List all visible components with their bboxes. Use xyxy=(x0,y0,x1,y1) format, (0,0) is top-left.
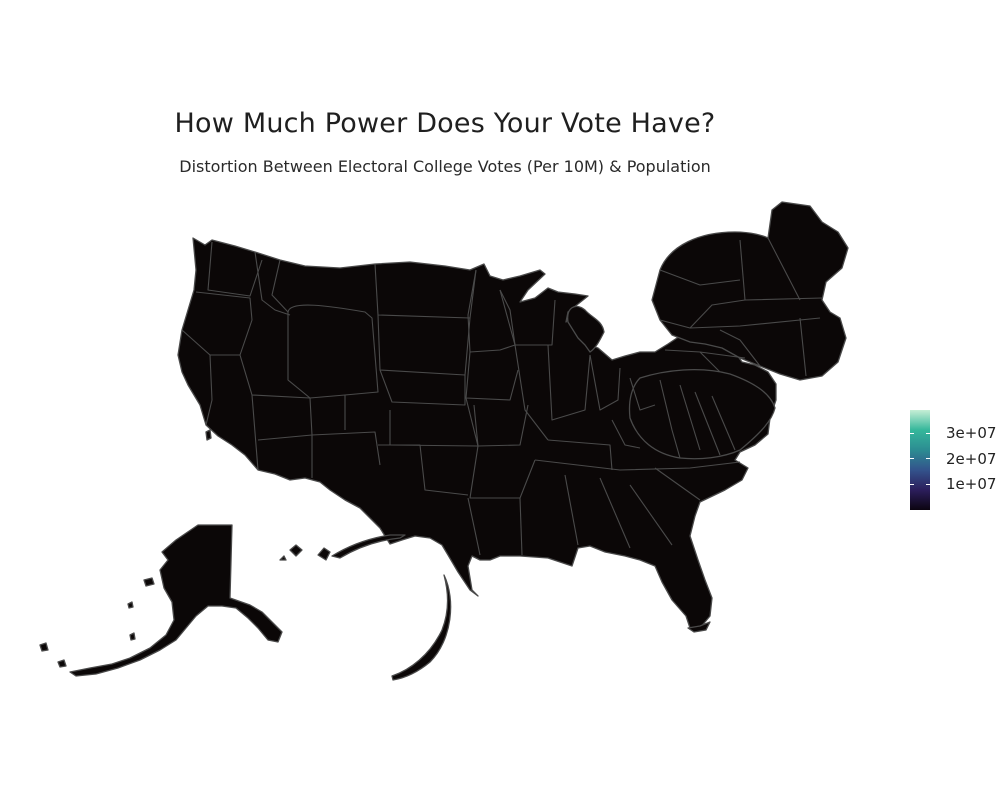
legend-tick-label: 3e+07 xyxy=(946,424,997,443)
alaska-island-5 xyxy=(129,632,136,641)
hawaii-arc-shape xyxy=(391,574,452,681)
alaska-island-1 xyxy=(143,577,155,587)
color-legend: 3e+07 2e+07 1e+07 xyxy=(908,408,1000,512)
alaska-island-2 xyxy=(39,642,49,652)
legend-tick-label: 1e+07 xyxy=(946,475,997,494)
alaska-island-3 xyxy=(57,659,67,668)
chart-title: How Much Power Does Your Vote Have? xyxy=(174,108,716,139)
michigan-peninsula-shape xyxy=(567,305,605,353)
legend-tick-label: 2e+07 xyxy=(946,449,997,468)
island-6 xyxy=(205,429,212,441)
chart-subtitle: Distortion Between Electoral College Vot… xyxy=(179,157,711,176)
small-island-1 xyxy=(317,547,331,561)
small-island-2 xyxy=(289,544,303,557)
northeast-shape xyxy=(651,201,849,381)
alaska-island-4 xyxy=(127,601,134,609)
legend-gradient-bar xyxy=(910,410,930,510)
mid-atlantic-shape xyxy=(628,368,776,460)
island-arc-shape xyxy=(331,534,406,559)
alaska-shape xyxy=(69,524,283,677)
small-island-3 xyxy=(279,555,287,561)
florida-keys-shape xyxy=(687,621,711,633)
state-borders xyxy=(181,237,823,556)
